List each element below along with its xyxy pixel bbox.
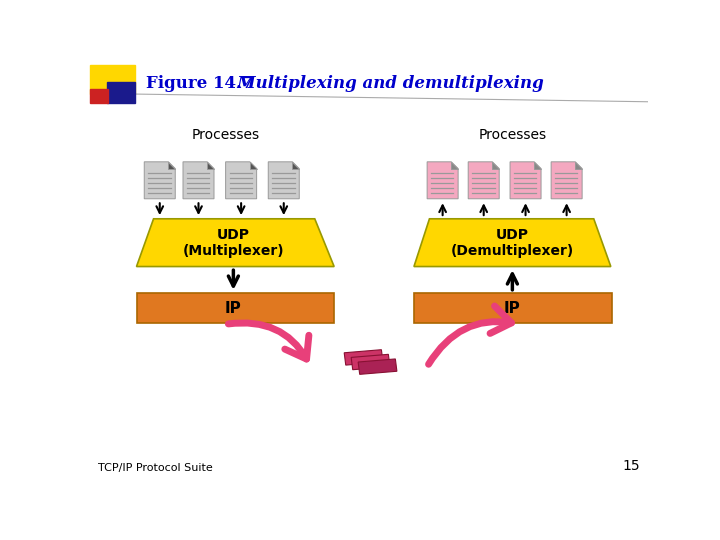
Text: IP: IP — [504, 301, 521, 315]
Polygon shape — [510, 162, 541, 199]
Polygon shape — [451, 162, 458, 168]
Polygon shape — [137, 219, 334, 267]
Polygon shape — [168, 162, 175, 168]
Text: Figure 14.7: Figure 14.7 — [145, 75, 253, 92]
Text: IP: IP — [225, 301, 242, 315]
Polygon shape — [269, 162, 300, 199]
FancyArrowPatch shape — [428, 306, 511, 364]
FancyArrowPatch shape — [228, 323, 309, 359]
Bar — [90, 65, 135, 94]
Polygon shape — [344, 350, 383, 365]
Bar — [414, 294, 611, 323]
Bar — [137, 294, 334, 323]
Text: 15: 15 — [623, 459, 640, 473]
Polygon shape — [492, 162, 499, 168]
Polygon shape — [551, 162, 582, 199]
Bar — [107, 82, 135, 103]
Polygon shape — [468, 162, 499, 199]
Text: Processes: Processes — [192, 128, 260, 142]
Polygon shape — [358, 359, 397, 374]
Bar — [90, 90, 108, 103]
Polygon shape — [207, 162, 214, 168]
Polygon shape — [414, 219, 611, 267]
Text: Processes: Processes — [478, 128, 546, 142]
Text: UDP
(Multiplexer): UDP (Multiplexer) — [183, 227, 284, 258]
Polygon shape — [225, 162, 256, 199]
Polygon shape — [534, 162, 541, 168]
Polygon shape — [575, 162, 582, 168]
Polygon shape — [250, 162, 256, 168]
Polygon shape — [183, 162, 214, 199]
Polygon shape — [427, 162, 458, 199]
Text: UDP
(Demultiplexer): UDP (Demultiplexer) — [451, 227, 574, 258]
Text: Multiplexing and demultiplexing: Multiplexing and demultiplexing — [220, 75, 544, 92]
Text: TCP/IP Protocol Suite: TCP/IP Protocol Suite — [98, 463, 212, 473]
Polygon shape — [292, 162, 300, 168]
Polygon shape — [351, 354, 390, 370]
Polygon shape — [144, 162, 175, 199]
